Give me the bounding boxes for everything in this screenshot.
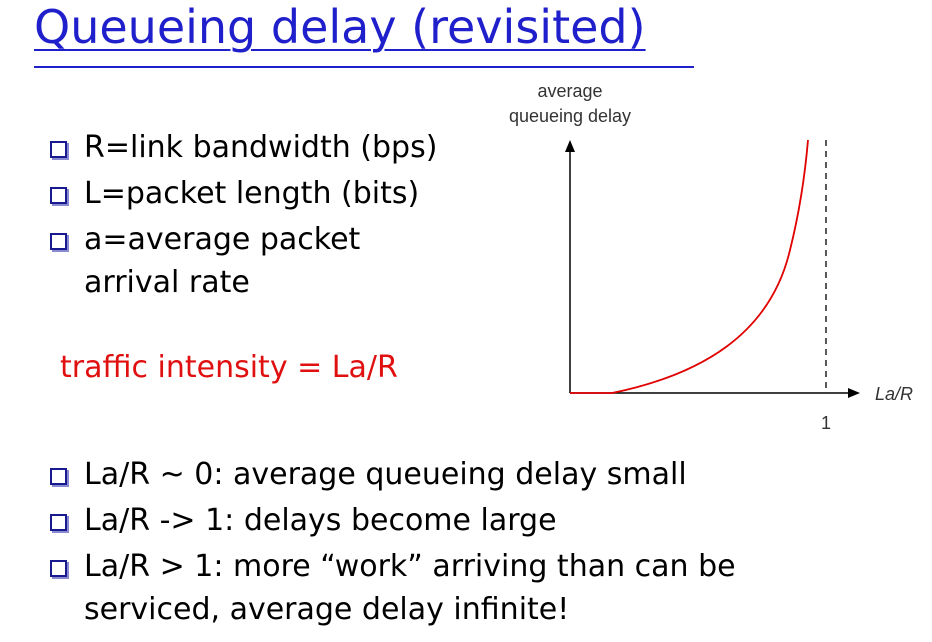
- slide-title: Queueing delay (revisited): [34, 0, 646, 54]
- list-item: La/R > 1: more “work” arriving than can …: [50, 544, 736, 630]
- bullet-text: a=average packet: [84, 222, 361, 257]
- delay-curve: [570, 139, 809, 394]
- bullet-text: La/R -> 1: delays become large: [84, 503, 557, 538]
- y-axis-label-line2: queueing delay: [509, 106, 631, 126]
- bullet-text: La/R > 1: more “work” arriving than can …: [84, 549, 736, 584]
- square-bullet-icon: [50, 514, 67, 531]
- definitions-list: R=link bandwidth (bps) L=packet length (…: [50, 125, 437, 303]
- bullet-text: R=link bandwidth (bps): [84, 130, 438, 165]
- bullet-text: La/R ~ 0: average queueing delay small: [84, 457, 687, 492]
- square-bullet-icon: [50, 468, 67, 485]
- bullet-text-continued: serviced, average delay infinite!: [84, 592, 570, 627]
- y-axis-label-line1: average: [537, 81, 602, 101]
- square-bullet-icon: [50, 560, 67, 577]
- bullet-text-continued: arrival rate: [84, 265, 250, 300]
- asymptote-label: 1: [821, 413, 831, 433]
- square-bullet-icon: [50, 141, 67, 158]
- behavior-list: La/R ~ 0: average queueing delay small L…: [50, 452, 736, 630]
- list-item: R=link bandwidth (bps): [50, 125, 437, 171]
- list-item: L=packet length (bits): [50, 171, 437, 217]
- list-item: La/R -> 1: delays become large: [50, 498, 736, 544]
- list-item: a=average packet arrival rate: [50, 217, 437, 303]
- x-axis-label: La/R: [875, 384, 913, 404]
- square-bullet-icon: [50, 233, 67, 250]
- bullet-text: L=packet length (bits): [84, 176, 420, 211]
- square-bullet-icon: [50, 187, 67, 204]
- list-item: La/R ~ 0: average queueing delay small: [50, 452, 736, 498]
- title-underline: [34, 66, 694, 68]
- y-axis-arrow-icon: [565, 140, 575, 152]
- x-axis-arrow-icon: [848, 388, 860, 398]
- traffic-intensity-formula: traffic intensity = La/R: [60, 350, 398, 385]
